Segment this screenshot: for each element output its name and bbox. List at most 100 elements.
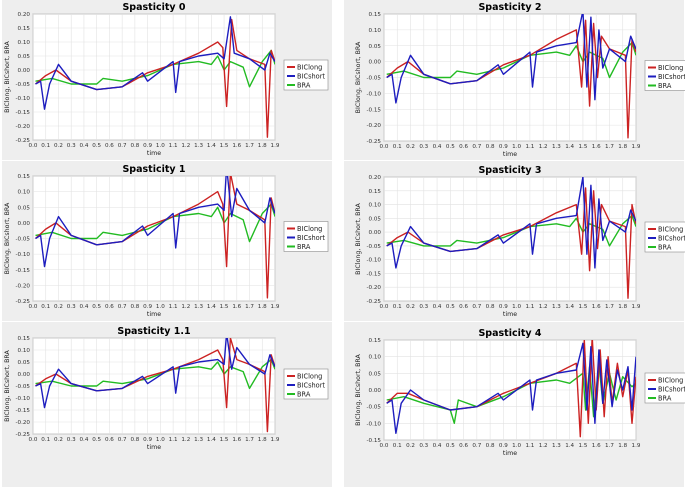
x-axis-label: time — [503, 151, 517, 158]
y-tick-label: 0.15 — [18, 336, 31, 342]
x-tick-label: 0.1 — [41, 143, 50, 149]
x-tick-label: 0.9 — [499, 443, 508, 449]
y-tick-label: -0.10 — [16, 96, 31, 102]
x-tick-label: 0.0 — [29, 304, 38, 310]
x-tick-label: 0.3 — [419, 443, 428, 449]
y-tick-label: -0.15 — [16, 110, 31, 116]
y-tick-label: -0.10 — [367, 258, 382, 264]
x-tick-label: 1.0 — [156, 143, 165, 149]
y-tick-label: -0.15 — [367, 438, 382, 444]
y-tick-label: -0.05 — [16, 82, 31, 88]
y-tick-label: -0.25 — [367, 139, 382, 145]
legend-entry: BICshort — [297, 381, 325, 389]
y-tick-label: 0.15 — [18, 174, 31, 180]
legend-entry: BRA — [658, 394, 672, 402]
y-tick-label: 0.10 — [18, 190, 31, 196]
chart-title: Spasticity 3 — [478, 165, 541, 176]
x-tick-label: 1.4 — [565, 144, 574, 150]
x-tick-label: 0.8 — [130, 304, 139, 310]
x-tick-label: 0.1 — [41, 437, 50, 443]
x-tick-label: 0.1 — [393, 443, 402, 449]
x-tick-label: 1.8 — [258, 304, 267, 310]
x-tick-label: 0.7 — [472, 443, 481, 449]
series-line-bicshort — [35, 338, 275, 409]
legend-entry: BIClong — [297, 63, 322, 71]
x-tick-label: 0.0 — [380, 144, 389, 150]
x-tick-label: 1.3 — [552, 443, 561, 449]
x-tick-label: 1.8 — [618, 443, 627, 449]
y-tick-label: 0.05 — [18, 54, 31, 60]
x-tick-label: 1.1 — [525, 144, 534, 150]
x-tick-label: 1.5 — [220, 437, 229, 443]
chart-panel-3: 0.0 0.1 0.2 0.3 0.4 0.5 0.6 0.7 0.8 0.9 1.0 1.1 1.2 1… — [344, 0, 685, 160]
legend-entry: BRA — [297, 243, 311, 251]
x-tick-label: 1.5 — [220, 143, 229, 149]
y-tick-label: 0.00 — [18, 372, 31, 378]
x-tick-label: 0.3 — [419, 144, 428, 150]
series-line-bra — [35, 49, 275, 88]
y-tick-label: 0.05 — [369, 371, 382, 377]
y-tick-label: 0.20 — [18, 12, 31, 18]
series-line-bicshort — [386, 14, 636, 104]
chart-title: Spasticity 2 — [478, 2, 541, 13]
x-tick-label: 1.0 — [512, 443, 521, 449]
chart-title: Spasticity 0 — [122, 2, 185, 13]
x-tick-label: 1.9 — [271, 143, 280, 149]
y-tick-label: 0.10 — [18, 348, 31, 354]
x-tick-label: 0.3 — [67, 304, 76, 310]
y-tick-label: -0.10 — [367, 91, 382, 97]
x-tick-label: 0.8 — [486, 443, 495, 449]
x-tick-label: 0.7 — [118, 437, 127, 443]
x-tick-label: 0.9 — [143, 437, 152, 443]
x-tick-label: 0.5 — [446, 443, 455, 449]
x-tick-label: 0.1 — [393, 304, 402, 310]
x-tick-label: 1.1 — [169, 143, 178, 149]
x-tick-label: 0.7 — [118, 143, 127, 149]
x-tick-label: 1.9 — [632, 144, 641, 150]
x-tick-label: 0.6 — [459, 304, 468, 310]
chart-panel-5: 0.0 0.1 0.2 0.3 0.4 0.5 0.6 0.7 0.8 0.9 1.0 1.1 1.2 1… — [344, 322, 685, 487]
y-axis-label: BIClong, BICshort, BRA — [4, 202, 11, 274]
chart-title: Spasticity 4 — [478, 328, 541, 339]
x-tick-label: 0.2 — [406, 443, 415, 449]
chart-title: Spasticity 1.1 — [117, 326, 190, 337]
x-tick-label: 0.6 — [459, 443, 468, 449]
x-tick-label: 0.0 — [380, 443, 389, 449]
y-tick-label: 0.05 — [369, 216, 382, 222]
x-tick-label: 0.8 — [130, 437, 139, 443]
legend-entry: BICshort — [297, 234, 325, 242]
y-axis-label: BIClong, BICshort, BRA — [355, 353, 362, 425]
x-tick-label: 1.5 — [578, 304, 587, 310]
y-tick-label: 0.10 — [369, 355, 382, 361]
x-tick-label: 1.9 — [632, 304, 641, 310]
x-tick-label: 0.4 — [433, 144, 442, 150]
x-tick-label: 1.0 — [512, 304, 521, 310]
x-tick-label: 1.1 — [169, 304, 178, 310]
x-tick-label: 0.8 — [486, 144, 495, 150]
y-tick-label: 0.05 — [18, 205, 31, 211]
x-tick-label: 0.6 — [459, 144, 468, 150]
y-tick-label: -0.25 — [16, 432, 31, 438]
x-tick-label: 1.1 — [525, 304, 534, 310]
y-tick-label: 0.20 — [369, 175, 382, 181]
y-tick-label: 0.10 — [369, 203, 382, 209]
x-tick-label: 0.5 — [92, 304, 101, 310]
y-tick-label: 0.00 — [369, 60, 382, 66]
chart-panel-1: 0.0 0.1 0.2 0.3 0.4 0.5 0.6 0.7 0.8 0.9 1.0 1.1 1.2 1… — [2, 161, 332, 321]
x-tick-label: 1.3 — [552, 304, 561, 310]
series-line-bicshort — [35, 176, 275, 268]
x-tick-label: 0.9 — [143, 143, 152, 149]
x-tick-label: 0.3 — [67, 437, 76, 443]
x-tick-label: 1.0 — [156, 437, 165, 443]
legend-entry: BIClong — [658, 64, 683, 72]
x-tick-label: 1.3 — [194, 143, 203, 149]
x-tick-label: 1.8 — [618, 304, 627, 310]
x-tick-label: 1.2 — [539, 144, 548, 150]
x-tick-label: 1.9 — [271, 437, 280, 443]
y-tick-label: 0.05 — [369, 44, 382, 50]
x-tick-label: 0.1 — [41, 304, 50, 310]
x-tick-label: 1.1 — [525, 443, 534, 449]
x-tick-label: 0.6 — [105, 304, 114, 310]
x-axis-label: time — [147, 444, 161, 451]
x-tick-label: 0.0 — [29, 143, 38, 149]
